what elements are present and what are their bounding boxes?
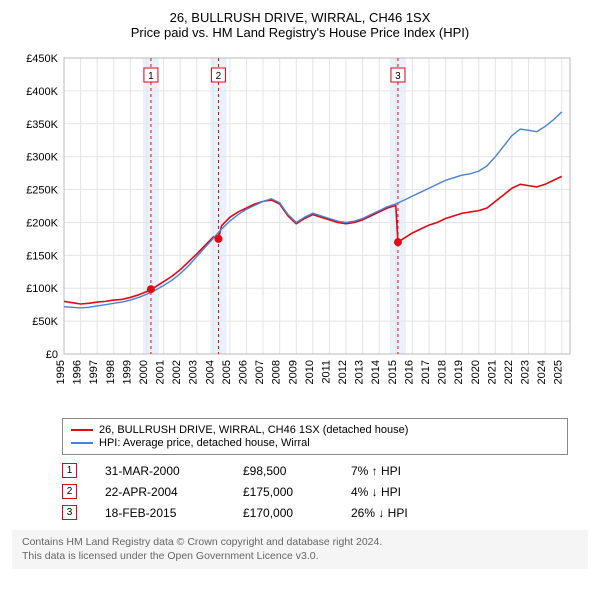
- svg-text:2011: 2011: [320, 360, 332, 384]
- svg-text:£350K: £350K: [26, 119, 58, 131]
- chart-title: 26, BULLRUSH DRIVE, WIRRAL, CH46 1SX: [12, 10, 588, 25]
- svg-text:2008: 2008: [271, 360, 283, 384]
- svg-text:£250K: £250K: [26, 185, 58, 197]
- legend-label: HPI: Average price, detached house, Wirr…: [99, 437, 310, 449]
- svg-text:£200K: £200K: [26, 217, 58, 229]
- svg-text:2015: 2015: [387, 360, 399, 384]
- svg-text:2006: 2006: [237, 360, 249, 384]
- svg-text:2013: 2013: [354, 360, 366, 384]
- svg-text:£450K: £450K: [26, 53, 58, 65]
- event-price: £98,500: [243, 464, 323, 478]
- event-badge: 3: [62, 505, 77, 520]
- svg-text:£50K: £50K: [32, 316, 58, 328]
- svg-text:2014: 2014: [370, 360, 382, 384]
- svg-text:2007: 2007: [254, 360, 266, 384]
- svg-text:£0: £0: [46, 349, 58, 361]
- event-date: 18-FEB-2015: [105, 506, 215, 520]
- line-chart-svg: £0 £50K £100K £150K £200K £250K £300K £350K £400…: [12, 48, 588, 408]
- svg-text:2003: 2003: [188, 360, 200, 384]
- chart-area: £0 £50K £100K £150K £200K £250K £300K £350K £400…: [12, 48, 588, 408]
- legend: 26, BULLRUSH DRIVE, WIRRAL, CH46 1SX (de…: [62, 418, 568, 455]
- svg-text:2020: 2020: [470, 360, 482, 384]
- svg-text:2022: 2022: [503, 360, 515, 384]
- event-badge: 1: [62, 463, 77, 478]
- svg-text:2009: 2009: [287, 360, 299, 384]
- footer-line2: This data is licensed under the Open Gov…: [22, 550, 578, 564]
- svg-text:2018: 2018: [437, 360, 449, 384]
- svg-text:2025: 2025: [553, 360, 565, 384]
- svg-text:2016: 2016: [403, 360, 415, 384]
- svg-text:2004: 2004: [204, 360, 216, 384]
- svg-text:£100K: £100K: [26, 283, 58, 295]
- event-pct: 4% ↓ HPI: [351, 485, 461, 499]
- event-row: 1 31-MAR-2000 £98,500 7% ↑ HPI: [62, 463, 568, 478]
- legend-item: 26, BULLRUSH DRIVE, WIRRAL, CH46 1SX (de…: [71, 424, 559, 436]
- svg-text:2021: 2021: [486, 360, 498, 384]
- event-date: 22-APR-2004: [105, 485, 215, 499]
- attribution-footer: Contains HM Land Registry data © Crown c…: [12, 530, 588, 569]
- svg-text:£400K: £400K: [26, 86, 58, 98]
- svg-text:2023: 2023: [520, 360, 532, 384]
- svg-text:2: 2: [216, 71, 222, 82]
- svg-text:2019: 2019: [453, 360, 465, 384]
- svg-text:1996: 1996: [72, 360, 84, 384]
- svg-text:1: 1: [148, 71, 154, 82]
- svg-text:2005: 2005: [221, 360, 233, 384]
- svg-text:2012: 2012: [337, 360, 349, 384]
- svg-text:2001: 2001: [155, 360, 167, 384]
- svg-text:1997: 1997: [88, 360, 100, 384]
- chart-subtitle: Price paid vs. HM Land Registry's House …: [12, 25, 588, 40]
- svg-text:3: 3: [395, 71, 401, 82]
- svg-text:1995: 1995: [55, 360, 67, 384]
- events-table: 1 31-MAR-2000 £98,500 7% ↑ HPI 2 22-APR-2004 £…: [62, 463, 568, 520]
- event-price: £170,000: [243, 506, 323, 520]
- svg-text:£150K: £150K: [26, 250, 58, 262]
- event-row: 3 18-FEB-2015 £170,000 26% ↓ HPI: [62, 505, 568, 520]
- event-row: 2 22-APR-2004 £175,000 4% ↓ HPI: [62, 484, 568, 499]
- svg-text:2010: 2010: [304, 360, 316, 384]
- svg-text:2024: 2024: [536, 360, 548, 384]
- svg-text:2002: 2002: [171, 360, 183, 384]
- legend-swatch: [71, 442, 93, 444]
- footer-line1: Contains HM Land Registry data © Crown c…: [22, 536, 578, 550]
- svg-text:1998: 1998: [105, 360, 117, 384]
- event-price: £175,000: [243, 485, 323, 499]
- legend-item: HPI: Average price, detached house, Wirr…: [71, 437, 559, 449]
- legend-label: 26, BULLRUSH DRIVE, WIRRAL, CH46 1SX (de…: [99, 424, 408, 436]
- event-badge: 2: [62, 484, 77, 499]
- legend-swatch: [71, 429, 93, 431]
- event-date: 31-MAR-2000: [105, 464, 215, 478]
- svg-text:1999: 1999: [121, 360, 133, 384]
- event-pct: 26% ↓ HPI: [351, 506, 461, 520]
- svg-text:2000: 2000: [138, 360, 150, 384]
- svg-text:£300K: £300K: [26, 152, 58, 164]
- event-pct: 7% ↑ HPI: [351, 464, 461, 478]
- svg-text:2017: 2017: [420, 360, 432, 384]
